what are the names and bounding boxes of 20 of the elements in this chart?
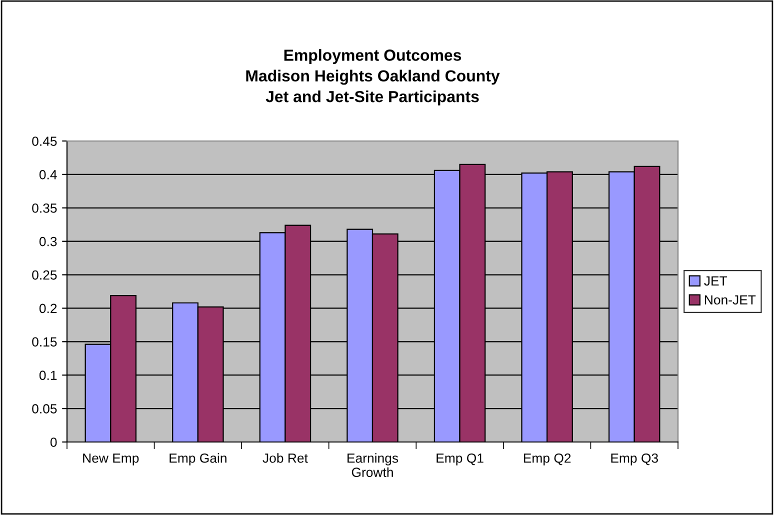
x-tick-label: Emp Gain bbox=[170, 453, 226, 466]
y-tick-label: 0.25 bbox=[32, 270, 57, 280]
x-tick-label: Emp Q3 bbox=[611, 453, 658, 466]
x-tick-label: Emp Q2 bbox=[524, 453, 571, 466]
y-tick-label: 0.15 bbox=[32, 337, 57, 347]
y-tick-label: 0.4 bbox=[39, 170, 57, 180]
x-tick-label: Job Ret bbox=[262, 453, 308, 463]
y-tick-label: 0 bbox=[50, 438, 57, 447]
x-tick-label: Earnings Growth bbox=[348, 453, 398, 478]
y-tick-label: 0.05 bbox=[32, 404, 57, 414]
x-tick-label: Emp Q1 bbox=[436, 453, 484, 466]
y-tick-label: 0.35 bbox=[32, 203, 57, 213]
legend-label: Non-JET bbox=[704, 295, 756, 305]
y-tick-label: 0.45 bbox=[32, 136, 57, 146]
y-tick-label: 0.2 bbox=[39, 304, 57, 314]
y-tick-label: 0.3 bbox=[39, 236, 57, 246]
y-tick-label: 0.1 bbox=[39, 370, 57, 380]
x-tick-label: New Emp bbox=[83, 454, 139, 466]
legend-label: JET bbox=[704, 276, 728, 286]
chart-title: Employment Outcomes Madison Heights Oakland County Jet and Jet-Site Participants bbox=[246, 49, 500, 106]
